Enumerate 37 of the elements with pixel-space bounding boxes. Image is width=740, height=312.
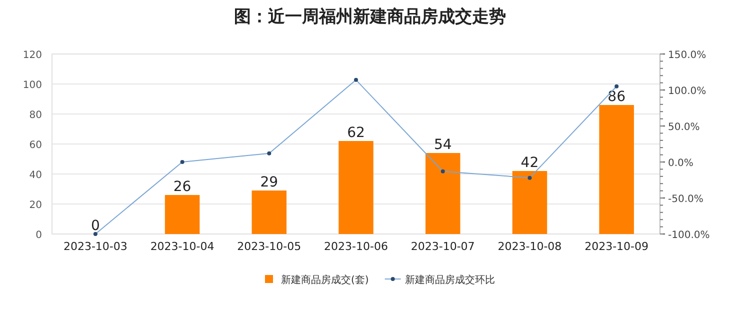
y2-tick-label: 100.0% — [668, 86, 706, 97]
y-tick-label: 120 — [22, 50, 42, 61]
x-tick-label: 2023-10-06 — [324, 240, 388, 253]
bar — [252, 190, 287, 234]
data-label: 29 — [260, 174, 278, 190]
新建商品房成交(套): 0 26 29 62 54 42 86 — [90, 89, 634, 234]
x-tick-label: 2023-10-04 — [150, 240, 214, 253]
y2-tick-label: -100.0% — [668, 230, 710, 241]
y-tick-label: 60 — [29, 140, 42, 151]
bar — [164, 195, 200, 234]
y2-tick-label: 150.0% — [668, 50, 706, 61]
bar — [512, 171, 548, 234]
y-tick-label: 20 — [29, 200, 42, 211]
legend-label: 新建商品房成交(套) — [281, 274, 369, 286]
x-tick-label: 2023-10-09 — [584, 240, 649, 253]
data-label: 54 — [434, 137, 452, 153]
data-label: 0 — [90, 218, 100, 234]
bar — [425, 153, 460, 234]
y-tick-label: 80 — [29, 110, 42, 121]
y2-tick-label: -50.0% — [668, 194, 704, 205]
y-tick-label: 40 — [29, 170, 42, 181]
data-label: 42 — [520, 155, 539, 171]
data-label: 86 — [608, 89, 626, 105]
bar — [338, 141, 374, 234]
data-label: 26 — [173, 179, 192, 195]
chart-title: 图：近一周福州新建商品房成交走势 — [234, 7, 506, 27]
data-label: 62 — [347, 125, 365, 141]
bar — [599, 105, 634, 234]
x-tick-label: 2023-10-07 — [410, 240, 475, 253]
legend-label: 新建商品房成交环比 — [404, 274, 495, 286]
x-tick-label: 2023-10-08 — [498, 240, 562, 253]
x-tick-label: 2023-10-05 — [237, 240, 302, 253]
x-tick-label: 2023-10-03 — [63, 240, 128, 253]
y-tick-label: 0 — [36, 230, 42, 241]
y-tick-label: 100 — [22, 80, 42, 91]
y2-tick-label: 0.0% — [668, 158, 694, 169]
y2-tick-label: 50.0% — [668, 122, 700, 133]
